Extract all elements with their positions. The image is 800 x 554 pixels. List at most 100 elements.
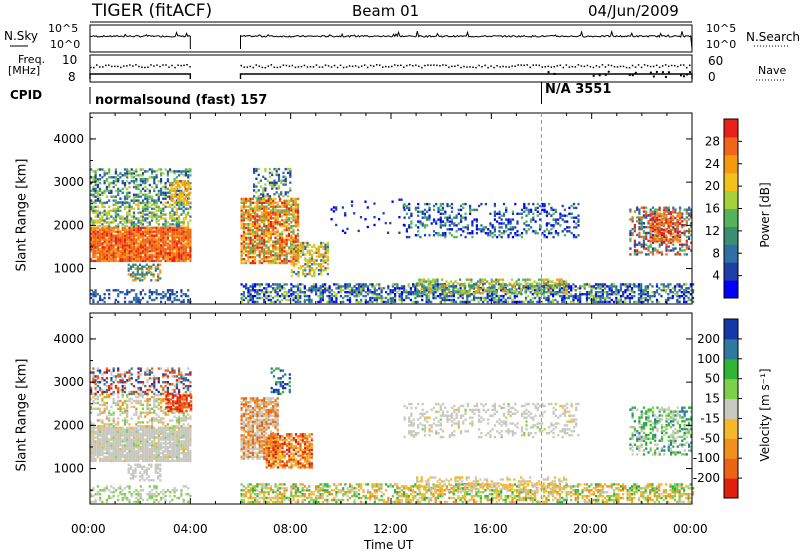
power-cell xyxy=(550,232,553,235)
power-cell xyxy=(153,181,156,185)
power-cell xyxy=(339,289,342,292)
power-cell xyxy=(482,296,485,300)
power-cell xyxy=(516,230,519,233)
power-cell xyxy=(94,234,97,237)
power-cell xyxy=(114,289,117,292)
power-cell xyxy=(419,220,422,223)
power-cell xyxy=(146,253,149,257)
power-cell xyxy=(391,296,394,300)
power-cell xyxy=(459,284,462,287)
power-cell xyxy=(642,239,645,242)
power-cell xyxy=(123,226,127,229)
power-cell xyxy=(155,203,158,207)
power-cell xyxy=(157,253,160,257)
power-cell xyxy=(613,285,616,288)
power-cell xyxy=(268,181,271,184)
power-cell xyxy=(263,300,266,304)
power-cell xyxy=(251,215,254,218)
power-cell xyxy=(488,288,491,291)
power-cell xyxy=(126,211,129,214)
power-cell xyxy=(123,255,127,259)
power-cell xyxy=(160,213,163,216)
power-cell xyxy=(366,206,369,209)
power-cell xyxy=(132,244,136,247)
power-cell xyxy=(649,298,652,302)
power-cell xyxy=(130,250,133,253)
power-cell xyxy=(254,261,257,265)
power-cell xyxy=(441,202,445,206)
power-cell xyxy=(178,259,181,263)
power-cell xyxy=(441,212,445,215)
power-cell xyxy=(247,230,250,234)
power-cell xyxy=(123,217,127,220)
power-cell xyxy=(526,278,529,281)
power-cell xyxy=(508,282,511,285)
power-cell xyxy=(394,296,397,300)
nave-point xyxy=(168,66,170,68)
power-cell xyxy=(317,265,320,268)
nave-point xyxy=(574,66,577,68)
power-cell xyxy=(419,210,422,213)
power-cell xyxy=(328,298,331,302)
power-cell xyxy=(664,291,668,294)
power-cell xyxy=(101,226,104,229)
power-cell xyxy=(619,285,622,288)
power-cell xyxy=(280,191,283,194)
power-cell xyxy=(360,283,363,286)
power-cell xyxy=(137,199,140,202)
power-cell xyxy=(396,287,399,290)
power-cell xyxy=(296,221,300,224)
nave-point xyxy=(264,66,267,69)
power-cell xyxy=(263,221,266,224)
power-cell xyxy=(324,269,327,272)
power-cell xyxy=(137,232,140,235)
nave-point xyxy=(604,73,607,76)
power-cell xyxy=(146,250,149,253)
power-cell xyxy=(146,300,149,304)
power-cell xyxy=(315,291,318,294)
power-cell xyxy=(479,288,482,291)
power-cell xyxy=(247,238,250,241)
power-cell xyxy=(408,226,411,229)
power-cell xyxy=(281,203,284,206)
power-cell xyxy=(529,291,532,294)
power-cell xyxy=(153,238,156,241)
power-cell xyxy=(260,250,263,253)
power-cell xyxy=(407,283,410,286)
power-cell xyxy=(326,243,329,247)
power-cell xyxy=(114,183,117,187)
power-cell xyxy=(654,208,657,211)
power-cell xyxy=(141,273,144,276)
power-cell xyxy=(387,293,390,296)
power-cell xyxy=(251,217,254,220)
power-cell xyxy=(633,226,636,229)
power-cell xyxy=(651,247,655,250)
power-cell xyxy=(90,232,93,235)
power-cell xyxy=(647,214,650,217)
power-cell xyxy=(126,205,129,209)
power-cell xyxy=(576,296,580,300)
power-cell xyxy=(319,296,322,300)
power-cell xyxy=(274,215,277,218)
power-cell xyxy=(180,291,183,294)
power-cell xyxy=(362,289,365,292)
power-cell xyxy=(150,273,153,276)
power-cell xyxy=(141,230,145,233)
power-cell xyxy=(292,256,295,259)
power-cell xyxy=(276,217,279,220)
power-cell xyxy=(173,201,176,205)
power-cell xyxy=(254,232,257,236)
power-cell xyxy=(171,255,174,259)
power-cell xyxy=(290,217,293,220)
power-cell xyxy=(276,287,279,290)
power-cell xyxy=(117,225,120,228)
power-cell xyxy=(460,208,463,212)
power-cell xyxy=(276,258,279,261)
power-cell xyxy=(272,259,275,263)
power-cell xyxy=(281,250,284,253)
power-cell xyxy=(552,226,555,229)
power-cell xyxy=(479,296,482,300)
power-cell xyxy=(173,234,176,237)
power-cell xyxy=(443,291,446,294)
power-cell xyxy=(171,259,174,263)
